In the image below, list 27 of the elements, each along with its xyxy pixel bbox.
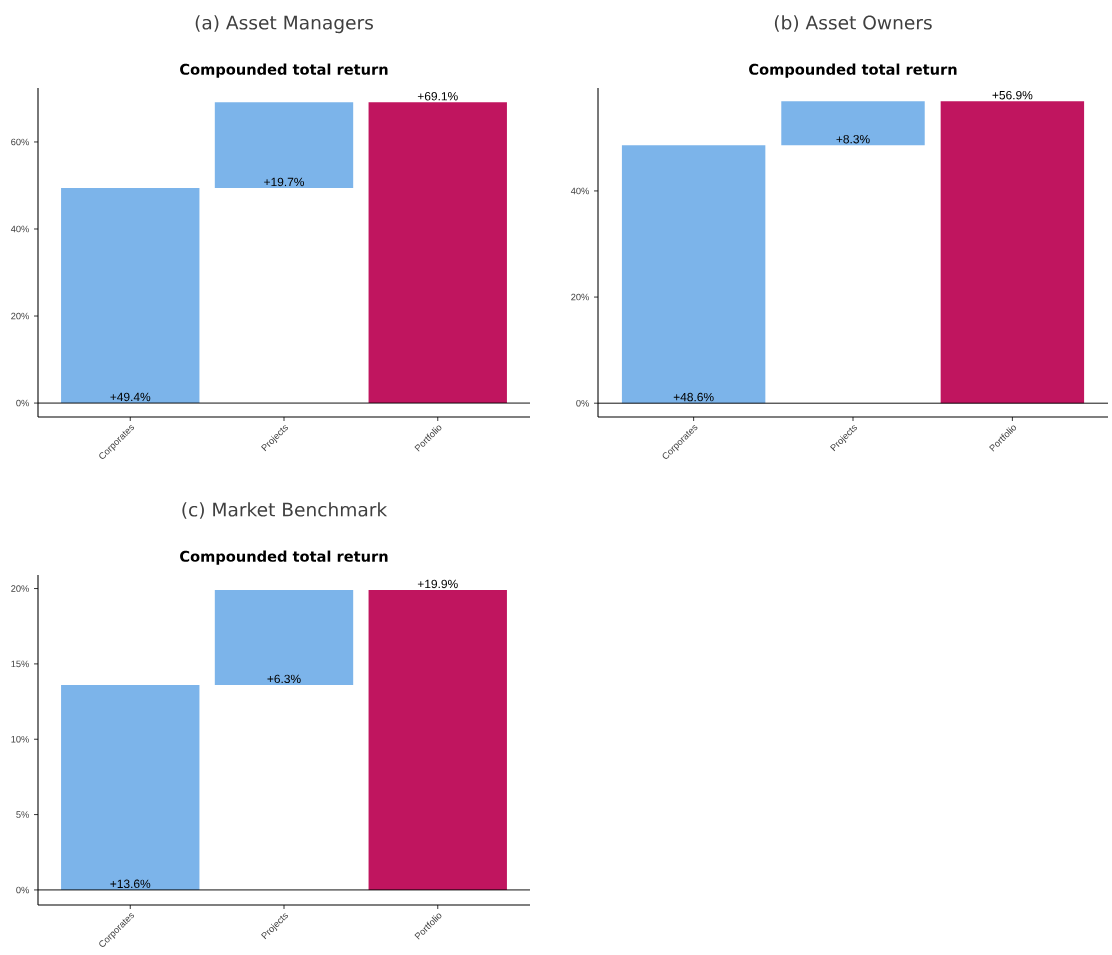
y-tick-label: 15% [11, 660, 29, 668]
chart-title: (c) Market Benchmark [182, 502, 388, 519]
data-label: +6.3% [267, 674, 301, 684]
y-tick-label: 20% [11, 312, 29, 320]
y-tick-label: 40% [10, 225, 29, 233]
data-label: +19.9% [417, 579, 458, 589]
chart-subtitle: Compounded total return [180, 550, 388, 565]
y-tick-label: 10% [11, 735, 29, 743]
data-label: +13.6% [110, 879, 151, 889]
data-label: +49.4% [110, 392, 151, 402]
y-tick-label: 0% [576, 399, 589, 407]
chart-subtitle: Compounded total return [180, 63, 388, 78]
data-label: +8.3% [836, 134, 870, 144]
data-label: +48.6% [673, 392, 714, 402]
chart-subtitle: Compounded total return [749, 63, 957, 78]
data-label: +69.1% [417, 92, 458, 101]
y-tick-label: 20% [571, 293, 589, 301]
y-tick-label: 20% [11, 585, 29, 592]
y-tick-label: 60% [11, 138, 29, 146]
y-tick-label: 0% [16, 399, 29, 407]
data-label: +19.7% [264, 177, 305, 187]
y-tick-label: 0% [16, 886, 29, 894]
y-tick-label: 5% [16, 811, 29, 818]
chart-title: (a) Asset Managers [195, 15, 373, 34]
data-label: +56.9% [992, 90, 1033, 100]
y-tick-label: 40% [570, 187, 589, 195]
chart-title: (b) Asset Owners [774, 15, 932, 32]
